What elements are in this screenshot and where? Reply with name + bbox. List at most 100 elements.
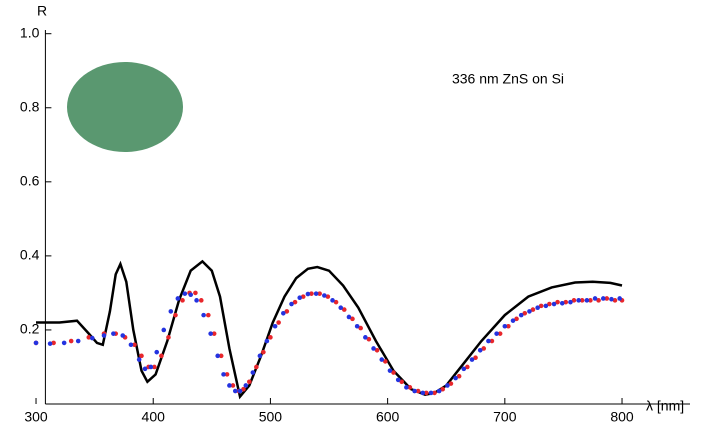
data-point [481, 346, 487, 351]
data-point [382, 359, 388, 364]
data-point [89, 335, 95, 341]
data-point [300, 294, 306, 299]
data-point [254, 364, 259, 370]
data-point [432, 390, 437, 396]
data-point [166, 335, 171, 340]
data-point [128, 342, 134, 348]
data-point [363, 335, 368, 340]
data-point [173, 312, 178, 318]
data-point [579, 298, 585, 303]
data-point [461, 366, 467, 372]
data-point [188, 292, 194, 298]
data-point [148, 364, 154, 370]
data-point [313, 291, 319, 296]
data-point [489, 338, 495, 344]
data-point [194, 298, 199, 303]
data-point [354, 323, 360, 329]
data-point [305, 291, 311, 297]
x-tick-label: 600 [376, 409, 400, 425]
data-point [420, 390, 426, 396]
data-point [387, 368, 393, 373]
data-point [297, 295, 303, 301]
data-point [371, 346, 376, 351]
data-point [527, 309, 532, 314]
data-point [522, 310, 528, 316]
data-point [448, 381, 454, 386]
data-point [161, 327, 167, 333]
data-point [136, 357, 142, 362]
data-point [547, 301, 552, 307]
data-point [333, 299, 339, 305]
data-point [227, 383, 232, 388]
data-point [224, 372, 230, 377]
x-tick-label: 800 [610, 409, 634, 425]
data-point [325, 294, 331, 299]
data-point [218, 353, 224, 359]
data-point [237, 388, 243, 394]
data-point [535, 305, 540, 311]
data-point [180, 298, 185, 303]
data-point [215, 353, 220, 359]
data-point [588, 298, 593, 303]
data-point [208, 331, 213, 336]
data-point [292, 299, 298, 305]
data-point [428, 390, 434, 396]
data-point [469, 357, 475, 362]
data-point [453, 375, 458, 381]
data-point [604, 296, 610, 301]
data-point [559, 300, 565, 306]
y-tick-label: 0.8 [20, 98, 40, 114]
data-point [198, 298, 204, 303]
x-tick-label: 500 [259, 409, 283, 425]
data-point [257, 353, 263, 359]
data-point [75, 338, 81, 344]
data-point [617, 296, 622, 301]
data-point [276, 320, 281, 325]
data-point [243, 383, 249, 388]
data-point [86, 335, 92, 340]
data-point [309, 291, 314, 296]
data-point [120, 333, 126, 338]
data-point [154, 349, 160, 355]
theory-line [36, 259, 623, 400]
data-point [456, 373, 462, 379]
data-point [445, 383, 450, 388]
data-point [412, 388, 417, 394]
data-point [101, 333, 107, 338]
data-point [247, 379, 252, 385]
data-point [415, 388, 421, 394]
data-point [132, 342, 137, 348]
data-point [346, 314, 352, 320]
data-point [551, 301, 557, 307]
data-point [502, 323, 508, 329]
y-tick-label: 1.0 [20, 24, 40, 40]
data-point [175, 296, 181, 301]
data-point [592, 296, 598, 301]
data-point [555, 299, 560, 305]
data-point [330, 298, 335, 303]
data-point [159, 353, 164, 359]
data-point [568, 299, 573, 305]
data-point [538, 303, 544, 309]
data-point [182, 291, 188, 296]
x-tick-label: 300 [24, 409, 48, 425]
data-point [596, 298, 601, 303]
data-point [142, 366, 148, 372]
data-point [33, 340, 39, 346]
y-tick-label: 0.2 [20, 321, 40, 337]
data-point [543, 303, 549, 309]
data-point [407, 385, 413, 390]
data-point [600, 296, 606, 301]
data-point [232, 388, 238, 394]
data-point [497, 331, 503, 336]
data-point [374, 348, 380, 353]
data-point [272, 323, 278, 329]
data-point [289, 301, 294, 307]
data-point [152, 364, 157, 370]
data-point [317, 291, 322, 296]
data-point [47, 341, 53, 346]
data-point [201, 312, 206, 318]
data-point [584, 298, 590, 303]
data-point [51, 340, 56, 346]
